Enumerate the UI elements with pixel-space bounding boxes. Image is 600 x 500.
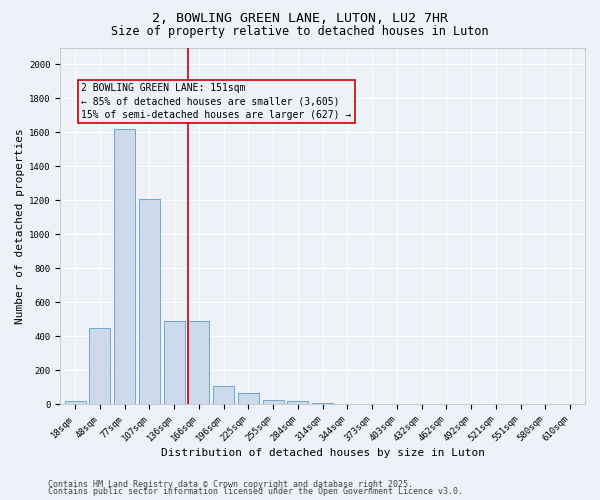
Bar bbox=[188, 321, 209, 404]
Bar bbox=[287, 401, 308, 404]
Bar bbox=[139, 199, 160, 404]
Text: 2 BOWLING GREEN LANE: 151sqm
← 85% of detached houses are smaller (3,605)
15% of: 2 BOWLING GREEN LANE: 151sqm ← 85% of de… bbox=[82, 83, 352, 120]
Bar bbox=[114, 129, 135, 404]
Bar bbox=[164, 321, 185, 404]
Bar bbox=[263, 400, 284, 404]
Bar bbox=[213, 386, 234, 404]
Text: Contains HM Land Registry data © Crown copyright and database right 2025.: Contains HM Land Registry data © Crown c… bbox=[48, 480, 413, 489]
Bar bbox=[312, 402, 333, 404]
Text: Contains public sector information licensed under the Open Government Licence v3: Contains public sector information licen… bbox=[48, 488, 463, 496]
Y-axis label: Number of detached properties: Number of detached properties bbox=[15, 128, 25, 324]
X-axis label: Distribution of detached houses by size in Luton: Distribution of detached houses by size … bbox=[161, 448, 485, 458]
Text: 2, BOWLING GREEN LANE, LUTON, LU2 7HR: 2, BOWLING GREEN LANE, LUTON, LU2 7HR bbox=[152, 12, 448, 26]
Text: Size of property relative to detached houses in Luton: Size of property relative to detached ho… bbox=[111, 25, 489, 38]
Bar bbox=[238, 392, 259, 404]
Bar bbox=[89, 328, 110, 404]
Bar bbox=[65, 401, 86, 404]
